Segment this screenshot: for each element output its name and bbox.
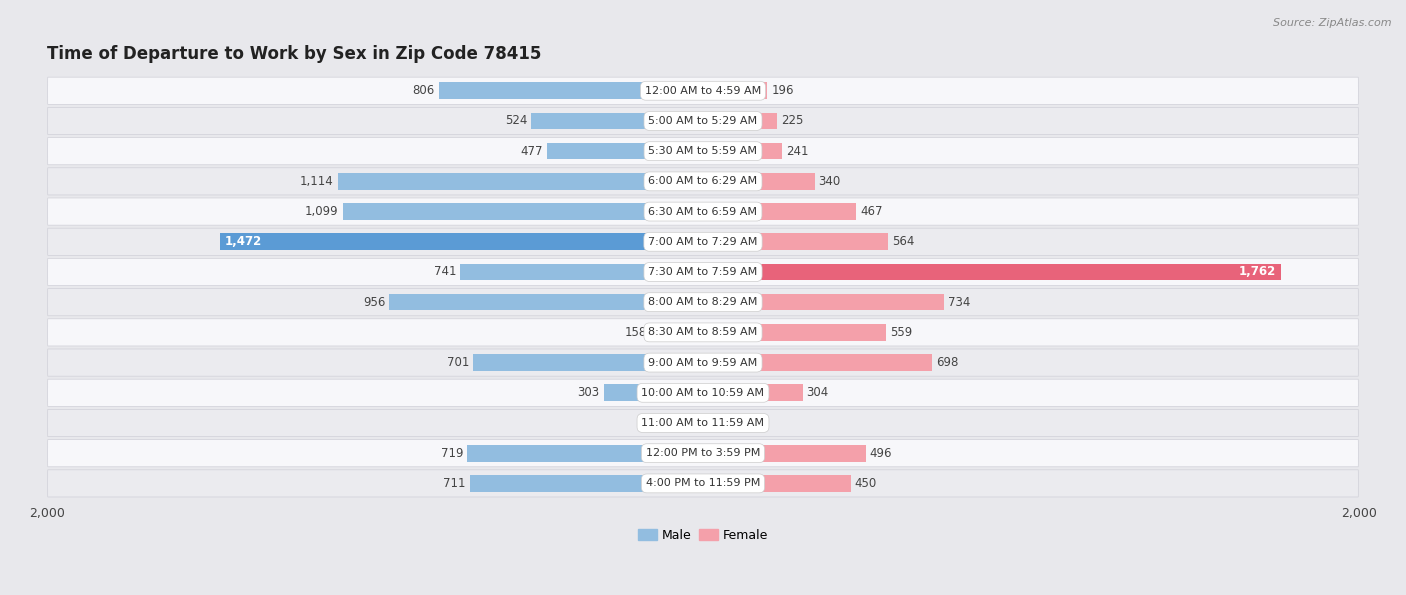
Text: 8:00 AM to 8:29 AM: 8:00 AM to 8:29 AM [648, 297, 758, 307]
FancyBboxPatch shape [48, 198, 1358, 225]
Bar [472, 354, 703, 371]
Bar [470, 475, 703, 491]
FancyBboxPatch shape [48, 228, 1358, 255]
Bar [703, 384, 803, 401]
Text: 4:00 PM to 11:59 PM: 4:00 PM to 11:59 PM [645, 478, 761, 488]
Text: 6:00 AM to 6:29 AM: 6:00 AM to 6:29 AM [648, 176, 758, 186]
FancyBboxPatch shape [48, 349, 1358, 376]
Text: 340: 340 [818, 175, 841, 188]
Bar [343, 203, 703, 220]
Text: 496: 496 [870, 447, 893, 460]
Text: 196: 196 [772, 84, 794, 97]
Bar [703, 354, 932, 371]
Text: 698: 698 [936, 356, 959, 369]
Text: 6:30 AM to 6:59 AM: 6:30 AM to 6:59 AM [648, 206, 758, 217]
Text: 12:00 PM to 3:59 PM: 12:00 PM to 3:59 PM [645, 448, 761, 458]
Text: 84: 84 [657, 416, 672, 430]
Text: 10:00 AM to 10:59 AM: 10:00 AM to 10:59 AM [641, 388, 765, 398]
FancyBboxPatch shape [48, 258, 1358, 286]
FancyBboxPatch shape [48, 470, 1358, 497]
FancyBboxPatch shape [48, 168, 1358, 195]
FancyBboxPatch shape [48, 440, 1358, 467]
Text: 734: 734 [948, 296, 970, 309]
Text: 701: 701 [447, 356, 470, 369]
Bar [703, 475, 851, 491]
Bar [531, 112, 703, 129]
Text: 806: 806 [412, 84, 434, 97]
Text: 1,762: 1,762 [1239, 265, 1277, 278]
Text: Source: ZipAtlas.com: Source: ZipAtlas.com [1274, 18, 1392, 28]
Text: 225: 225 [780, 114, 803, 127]
Text: 741: 741 [433, 265, 456, 278]
Bar [547, 143, 703, 159]
Text: 450: 450 [855, 477, 877, 490]
Text: 1,472: 1,472 [225, 235, 263, 248]
Text: 7:30 AM to 7:59 AM: 7:30 AM to 7:59 AM [648, 267, 758, 277]
Text: 111: 111 [744, 416, 766, 430]
FancyBboxPatch shape [48, 379, 1358, 406]
Bar [703, 83, 768, 99]
Bar [703, 143, 782, 159]
FancyBboxPatch shape [48, 289, 1358, 316]
Bar [221, 233, 703, 250]
Bar [703, 294, 943, 311]
Bar [467, 445, 703, 462]
Text: 9:00 AM to 9:59 AM: 9:00 AM to 9:59 AM [648, 358, 758, 368]
Text: 8:30 AM to 8:59 AM: 8:30 AM to 8:59 AM [648, 327, 758, 337]
Text: 158: 158 [626, 326, 647, 339]
Legend: Male, Female: Male, Female [633, 524, 773, 547]
Text: 241: 241 [786, 145, 808, 158]
FancyBboxPatch shape [48, 77, 1358, 104]
Bar [603, 384, 703, 401]
Bar [439, 83, 703, 99]
FancyBboxPatch shape [48, 107, 1358, 134]
Text: 477: 477 [520, 145, 543, 158]
Bar [703, 264, 1281, 280]
Bar [703, 203, 856, 220]
Text: 11:00 AM to 11:59 AM: 11:00 AM to 11:59 AM [641, 418, 765, 428]
Text: 564: 564 [891, 235, 914, 248]
Text: Time of Departure to Work by Sex in Zip Code 78415: Time of Departure to Work by Sex in Zip … [46, 45, 541, 62]
Bar [703, 233, 889, 250]
Text: 719: 719 [440, 447, 463, 460]
Text: 12:00 AM to 4:59 AM: 12:00 AM to 4:59 AM [645, 86, 761, 96]
Bar [703, 445, 866, 462]
Text: 1,099: 1,099 [305, 205, 339, 218]
Bar [675, 415, 703, 431]
Text: 7:00 AM to 7:29 AM: 7:00 AM to 7:29 AM [648, 237, 758, 247]
Bar [703, 324, 886, 341]
Bar [703, 112, 776, 129]
FancyBboxPatch shape [48, 137, 1358, 165]
Bar [389, 294, 703, 311]
Bar [337, 173, 703, 190]
Text: 956: 956 [363, 296, 385, 309]
Text: 304: 304 [807, 386, 830, 399]
FancyBboxPatch shape [48, 409, 1358, 437]
Text: 5:00 AM to 5:29 AM: 5:00 AM to 5:29 AM [648, 116, 758, 126]
Text: 5:30 AM to 5:59 AM: 5:30 AM to 5:59 AM [648, 146, 758, 156]
Text: 524: 524 [505, 114, 527, 127]
Text: 1,114: 1,114 [299, 175, 333, 188]
Bar [651, 324, 703, 341]
Bar [703, 415, 740, 431]
Text: 303: 303 [578, 386, 600, 399]
Text: 467: 467 [860, 205, 883, 218]
FancyBboxPatch shape [48, 319, 1358, 346]
Text: 559: 559 [890, 326, 912, 339]
Bar [460, 264, 703, 280]
Text: 711: 711 [443, 477, 465, 490]
Bar [703, 173, 814, 190]
